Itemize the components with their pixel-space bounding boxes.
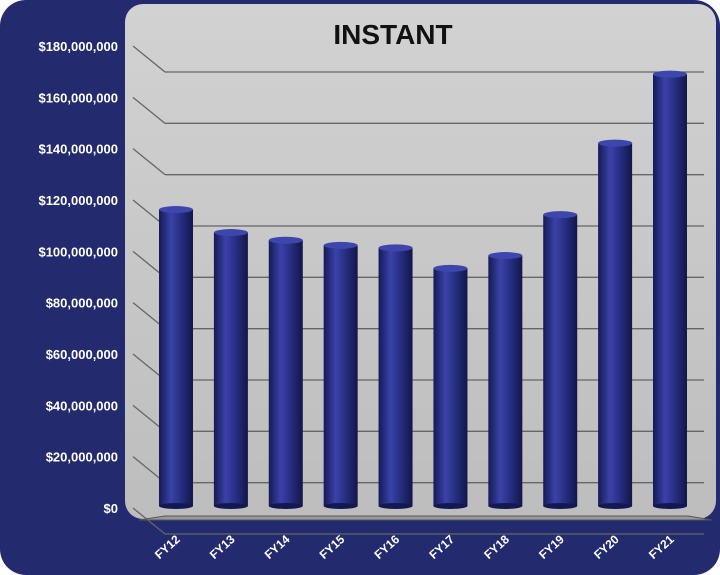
bar-FY13 [213,232,248,507]
y-tick-label: $0 [104,501,118,516]
bar-base [378,503,413,509]
bar-FY17 [433,268,468,506]
bar-base [159,503,193,509]
chart-title: INSTANT [333,19,452,50]
bar-top [543,211,578,219]
bar-FY20 [598,143,633,506]
bar-FY18 [488,255,523,506]
bar-base [268,503,303,509]
y-tick-label: $120,000,000 [38,193,118,208]
y-tick-label: $60,000,000 [46,347,118,362]
y-tick-label: $80,000,000 [46,296,118,311]
bar-FY14 [268,240,303,506]
y-axis: $0 $20,000,000 $40,000,000 $60,000,000 $80,0… [38,39,118,516]
y-tick-label: $40,000,000 [46,398,118,413]
bar-base [323,503,358,509]
gridline-diagonal [132,96,166,124]
bar-base [213,503,248,509]
bar-top [323,241,358,249]
bar-FY12 [159,209,193,507]
bar-FY21 [653,74,687,506]
y-tick-label: $160,000,000 [38,90,118,105]
bar-top [268,236,303,244]
bar-base [598,503,633,509]
bar-base [543,503,578,509]
gridline-diagonal [132,45,166,73]
chart-floor [138,515,713,521]
gridline-diagonal [132,148,166,176]
bar-base [653,503,687,509]
bar-top [159,206,193,214]
y-tick-label: $140,000,000 [38,142,118,157]
bar-FY15 [323,245,358,507]
gridline-diagonal [132,507,166,535]
bar-top [598,139,633,147]
y-tick-label: $100,000,000 [38,244,118,259]
bar-base [433,503,468,509]
bar-top [378,244,413,252]
bars [159,70,687,509]
bar-FY16 [378,247,413,506]
y-tick-label: $20,000,000 [46,450,118,465]
bar-top [653,70,687,78]
bar-top [488,252,523,260]
y-tick-label: $180,000,000 [38,39,118,54]
bar-top [213,229,248,237]
bar-top [433,264,468,272]
bar-base [488,503,523,509]
bar-FY19 [543,214,578,506]
